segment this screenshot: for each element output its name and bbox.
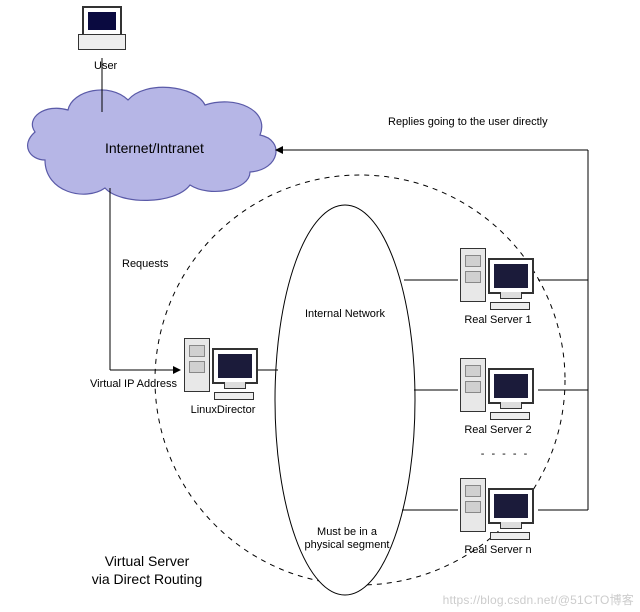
diagram-title: Virtual Server via Direct Routing <box>72 552 222 588</box>
real-server-1-label: Real Server 1 <box>458 314 538 326</box>
internal-network-label: Internal Network <box>300 308 390 320</box>
watermark-text: https://blog.csdn.net/@51CTO博客 <box>443 591 634 608</box>
real-server-2-monitor-icon <box>488 368 534 404</box>
real-server-2-label: Real Server 2 <box>458 424 538 436</box>
real-server-1-server-icon <box>460 248 486 302</box>
diagram-title-line1: Virtual Server <box>105 553 190 569</box>
user-label: User <box>94 60 117 72</box>
segment-label-line2: physical segment <box>305 539 390 551</box>
arrow-vip-director <box>173 366 181 374</box>
diagram-lines <box>0 0 640 612</box>
segment-label: Must be in a physical segment <box>292 526 402 552</box>
real-server-1-keyboard-icon <box>490 302 530 310</box>
vip-label: Virtual IP Address <box>90 378 177 390</box>
director-label: LinuxDirector <box>188 404 258 416</box>
real-server-1-monitor-icon <box>488 258 534 294</box>
server-ellipsis: - - - - - <box>480 448 530 460</box>
real-server-2-server-icon <box>460 358 486 412</box>
diagram-title-line2: via Direct Routing <box>92 571 203 587</box>
real-server-n-keyboard-icon <box>490 532 530 540</box>
replies-label: Replies going to the user directly <box>388 116 548 128</box>
real-server-2-keyboard-icon <box>490 412 530 420</box>
segment-label-line1: Must be in a <box>317 526 377 538</box>
real-server-n-label: Real Server n <box>458 544 538 556</box>
cloud-label: Internet/Intranet <box>105 140 204 156</box>
requests-label: Requests <box>122 258 168 270</box>
director-keyboard-icon <box>214 392 254 400</box>
real-server-n-monitor-icon <box>488 488 534 524</box>
real-server-n-server-icon <box>460 478 486 532</box>
director-server-icon <box>184 338 210 392</box>
director-monitor-icon <box>212 348 258 384</box>
arrow-reply <box>275 146 283 154</box>
